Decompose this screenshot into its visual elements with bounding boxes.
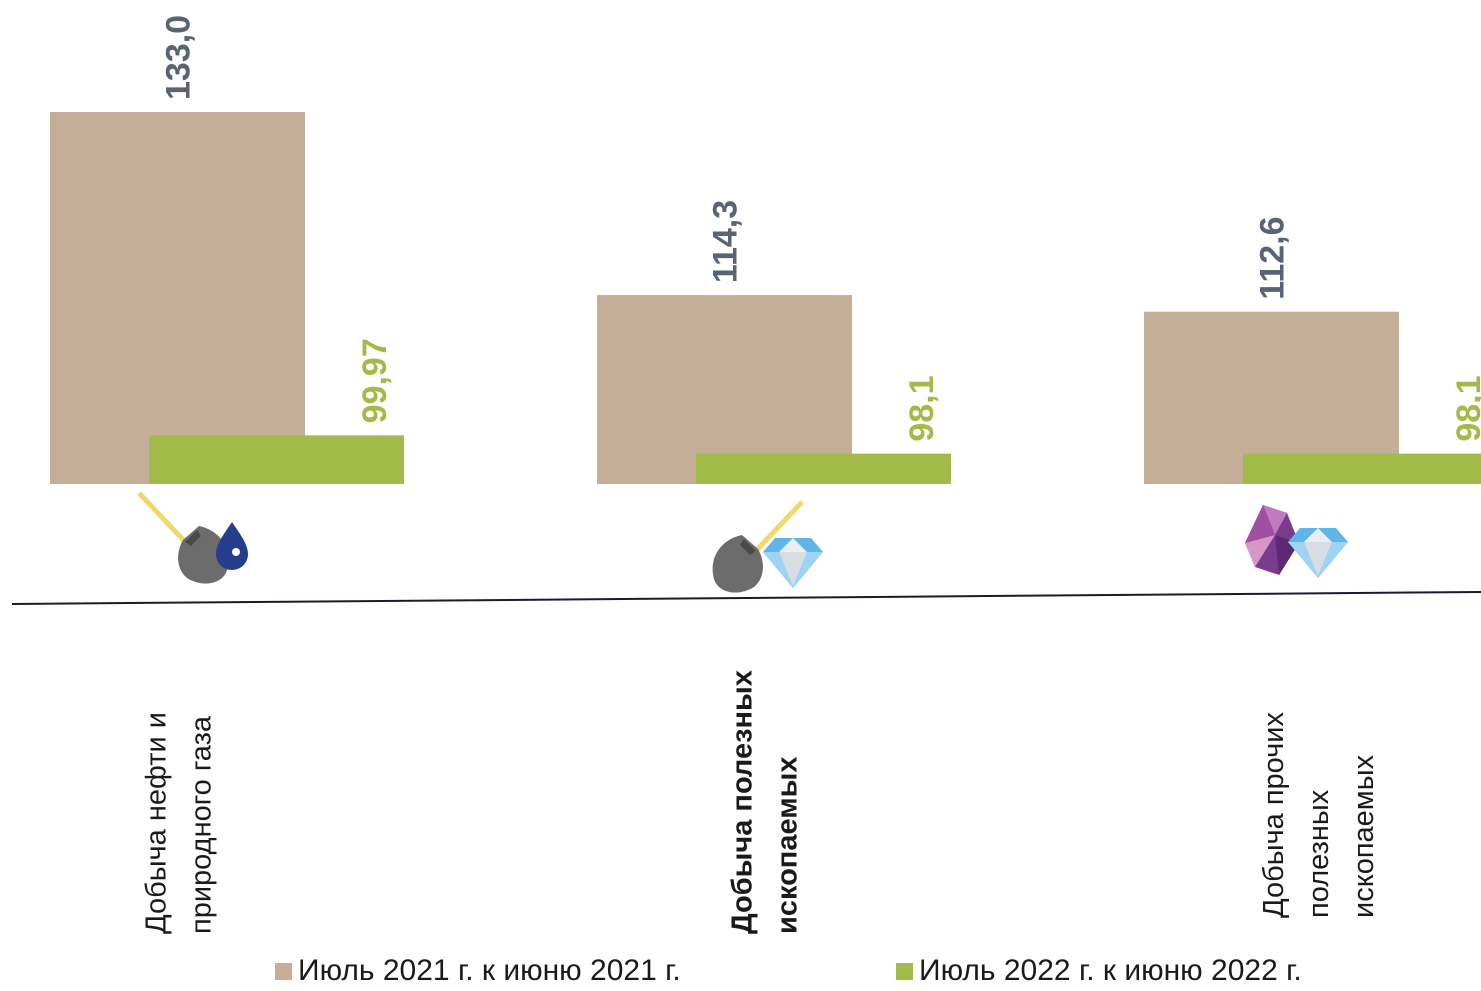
- legend-item-2021: Июль 2021 г. к июню 2021 г.: [275, 951, 681, 991]
- category-axis-line: [12, 592, 1481, 604]
- legend-swatch-2022: [896, 963, 913, 980]
- category-label-1-line1: ископаемых: [772, 756, 804, 934]
- diamond-icon: [763, 538, 823, 588]
- value-label-2021-cat1: 114,3: [707, 200, 745, 283]
- bar-2022-cat0: [149, 435, 404, 484]
- bar-2021-cat0: [50, 112, 305, 484]
- category-label-1-line0: Добыча полезных: [727, 670, 759, 934]
- bar-2022-cat2: [1243, 454, 1481, 484]
- icons-group: [139, 493, 1348, 593]
- bar-2022-cat1: [696, 454, 951, 484]
- legend-swatch-2021: [275, 963, 292, 980]
- bar-chart: 133,0 114,3 112,6 99,97 98,1 98,1 Добыча нефт…: [0, 0, 1481, 950]
- category-label-2-line2: ископаемых: [1348, 754, 1380, 918]
- value-label-2022-cat1: 98,1: [903, 375, 941, 441]
- value-label-2021-cat2: 112,6: [1254, 216, 1292, 299]
- category-labels-group: Добыча нефти и природного газа Добыча поле…: [141, 670, 1381, 934]
- diamond-icon: [1288, 528, 1348, 578]
- legend-item-2022: Июль 2022 г. к июню 2022 г.: [896, 951, 1302, 991]
- value-label-2022-cat0: 99,97: [356, 338, 394, 423]
- value-label-2022-cat2: 98,1: [1450, 375, 1481, 441]
- category-label-0-line0: Добыча нефти и: [141, 712, 173, 934]
- shovel-icon: [139, 493, 228, 584]
- value-label-2021-cat0: 133,0: [160, 15, 198, 100]
- category-label-0-line1: природного газа: [186, 715, 218, 934]
- category-label-2-line0: Добыча прочих: [1258, 712, 1290, 918]
- oil-drop-icon: [216, 522, 248, 570]
- category-label-2-line1: полезных: [1303, 789, 1335, 918]
